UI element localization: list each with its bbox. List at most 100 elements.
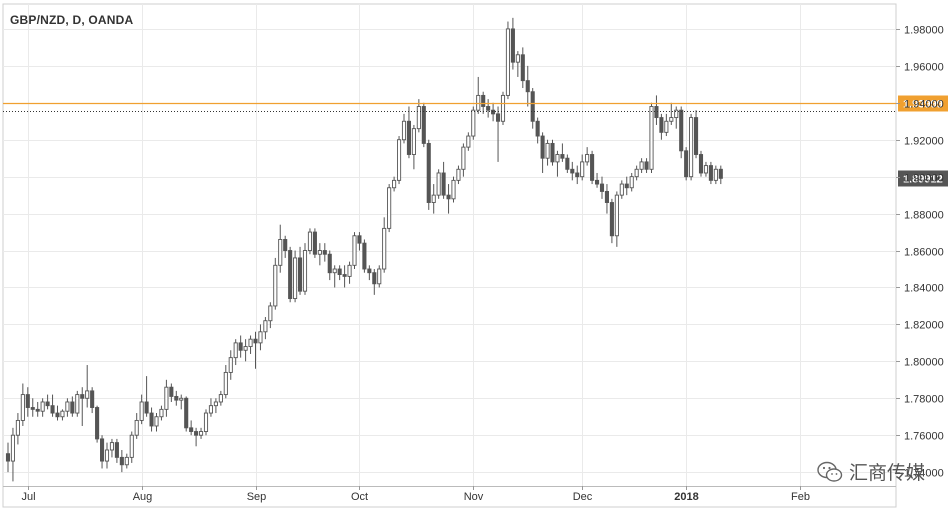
candle-body xyxy=(649,106,654,170)
candle-body xyxy=(293,257,298,300)
candle xyxy=(90,387,95,414)
candle xyxy=(629,172,634,192)
candle-body xyxy=(154,416,159,427)
candle xyxy=(609,198,614,244)
candle xyxy=(357,232,362,251)
candle-body xyxy=(718,168,723,179)
candle xyxy=(208,398,214,417)
horizontal-line-label-bg xyxy=(898,95,948,112)
candle xyxy=(698,150,704,177)
candle xyxy=(75,390,80,417)
candle-body xyxy=(674,109,679,119)
candle-body xyxy=(70,401,75,414)
candle-body xyxy=(684,150,689,178)
candle-body xyxy=(664,120,669,133)
candle xyxy=(421,102,426,148)
candle xyxy=(327,250,332,281)
candle xyxy=(684,147,689,181)
candle xyxy=(184,396,189,432)
candle-body xyxy=(565,157,570,170)
candle xyxy=(298,246,303,295)
candle-body xyxy=(377,268,382,285)
candle xyxy=(401,113,407,144)
candle xyxy=(149,407,154,432)
candle-body xyxy=(347,264,352,277)
candle xyxy=(392,176,397,192)
candle xyxy=(70,396,75,417)
candle-body xyxy=(614,194,619,237)
candle-body xyxy=(505,28,511,96)
candle-body xyxy=(198,431,204,436)
candle xyxy=(694,110,699,159)
candle-body xyxy=(20,394,25,421)
candle-body xyxy=(609,202,614,237)
candle xyxy=(124,453,129,469)
horizontal-line-label: 1.93999 xyxy=(903,99,943,111)
candle-body xyxy=(322,250,327,255)
candle-body xyxy=(213,401,218,407)
candle-body xyxy=(248,338,253,348)
candle-body xyxy=(446,194,451,200)
candle xyxy=(30,398,35,417)
x-tick-label: 2018 xyxy=(674,491,698,503)
candle-body xyxy=(703,165,708,174)
candle xyxy=(25,387,30,417)
candle xyxy=(639,158,644,173)
candle xyxy=(283,235,288,258)
candle xyxy=(703,161,708,177)
candle xyxy=(243,339,248,362)
candle xyxy=(550,139,555,166)
last-price-label-bg xyxy=(898,170,948,187)
candle-body xyxy=(114,442,119,458)
candle-body xyxy=(149,412,154,427)
y-tick-label: 1.96000 xyxy=(904,62,944,74)
candle-body xyxy=(134,419,139,436)
candle-body xyxy=(496,113,501,122)
candle xyxy=(560,143,565,162)
candle-body xyxy=(65,401,70,412)
candle xyxy=(129,431,134,463)
candle-body xyxy=(55,412,60,418)
candle-body xyxy=(104,449,110,462)
candle-body xyxy=(50,405,55,414)
candle-body xyxy=(223,371,228,396)
candle-body xyxy=(169,386,174,397)
x-tick-label: Dec xyxy=(573,491,593,503)
candle xyxy=(99,435,105,469)
candle xyxy=(223,365,228,399)
candle xyxy=(555,150,560,177)
candle-body xyxy=(5,453,11,462)
candle xyxy=(669,102,674,125)
candle xyxy=(302,243,308,295)
x-tick-label: Jul xyxy=(21,491,35,503)
candle-body xyxy=(669,117,674,122)
candle-body xyxy=(60,410,65,418)
candle xyxy=(258,324,263,351)
candle xyxy=(55,405,60,421)
candle xyxy=(109,438,114,458)
candle-body xyxy=(491,109,496,115)
candle xyxy=(332,265,337,288)
candle-body xyxy=(545,142,550,159)
candle-body xyxy=(372,272,377,285)
candle xyxy=(500,91,506,125)
candle-body xyxy=(342,274,347,277)
candle-body xyxy=(570,168,575,174)
candle-body xyxy=(337,268,342,275)
candle-body xyxy=(283,239,288,251)
candle-body xyxy=(144,401,149,414)
wechat-icon xyxy=(817,461,843,482)
candle-body xyxy=(500,94,506,122)
candle xyxy=(80,387,85,426)
candle xyxy=(599,176,605,199)
candle xyxy=(476,76,481,114)
candle-body xyxy=(15,419,20,436)
candle xyxy=(540,132,545,173)
candle-body xyxy=(535,120,540,137)
candle xyxy=(565,154,570,173)
y-tick-label: 1.94000 xyxy=(904,99,944,111)
candle xyxy=(85,365,90,408)
x-tick-label: Sep xyxy=(247,491,267,503)
candle-body xyxy=(75,394,80,414)
candle-body xyxy=(456,168,461,181)
